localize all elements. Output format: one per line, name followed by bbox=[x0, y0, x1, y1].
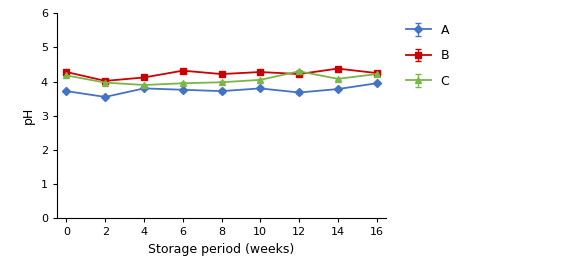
Legend: A, B, C: A, B, C bbox=[406, 24, 449, 88]
X-axis label: Storage period (weeks): Storage period (weeks) bbox=[148, 243, 295, 256]
Y-axis label: pH: pH bbox=[22, 107, 35, 124]
